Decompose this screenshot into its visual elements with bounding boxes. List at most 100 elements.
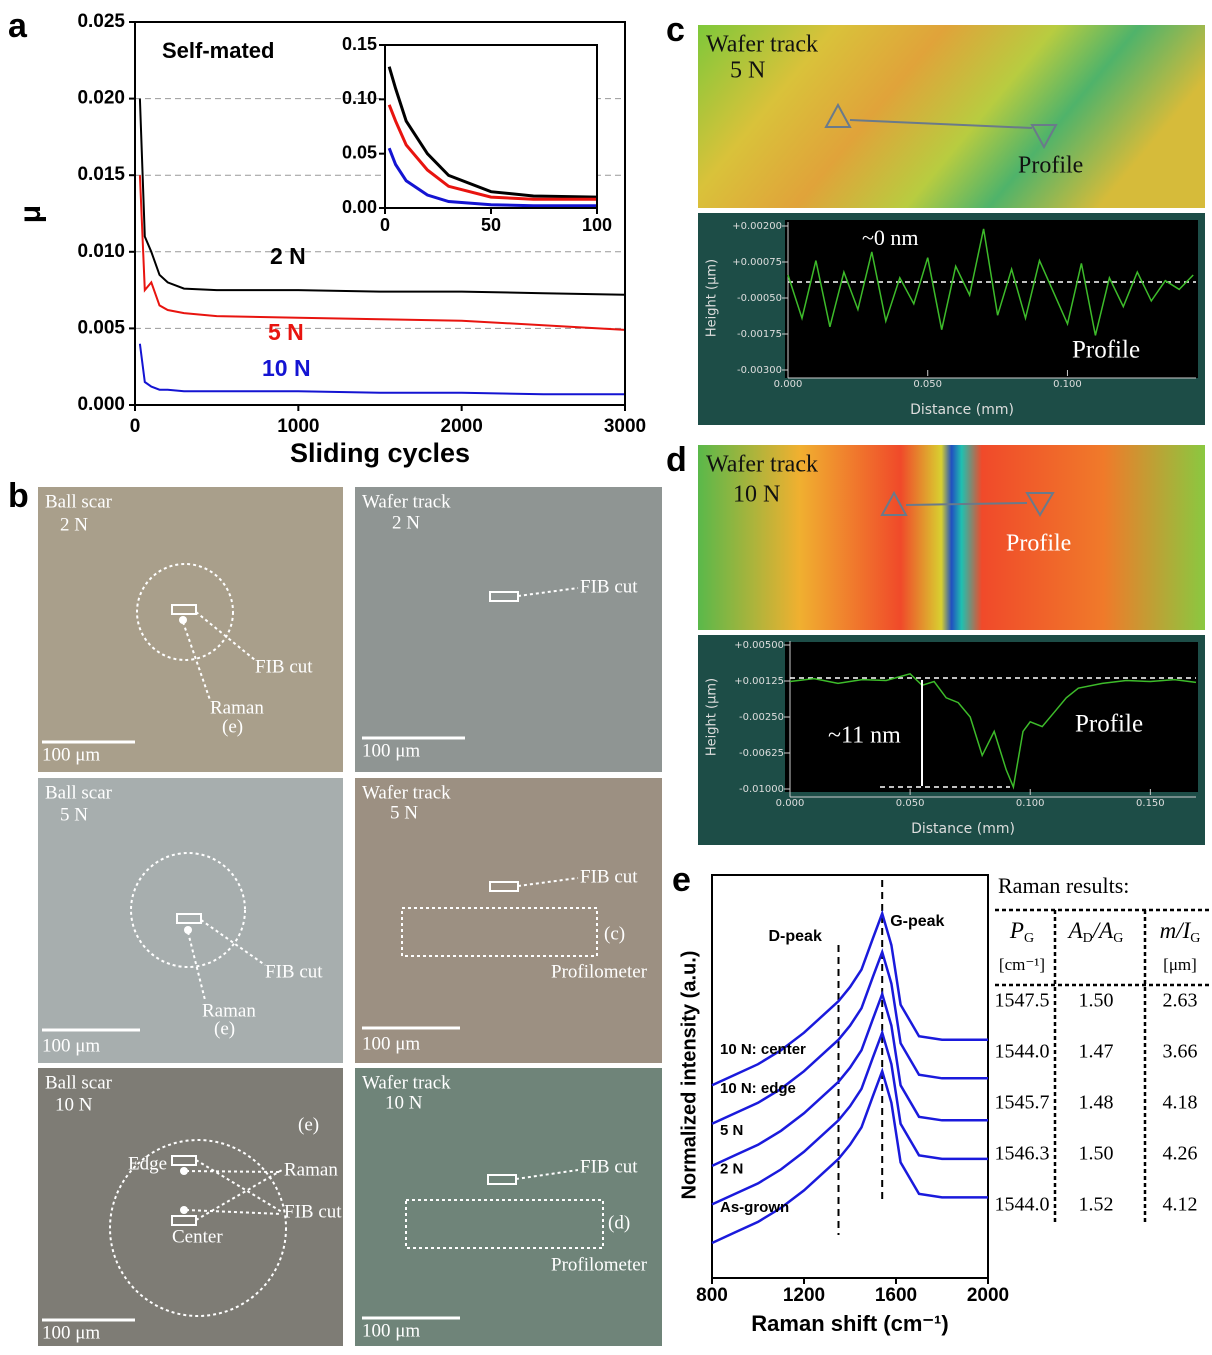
profile-line <box>789 672 1197 790</box>
panel-label: a <box>8 7 28 45</box>
x-tick-label: 0.050 <box>896 798 925 809</box>
panel-label: e <box>672 861 691 899</box>
y-tick-label: 0.020 <box>77 88 125 109</box>
tile-label: Raman <box>202 1000 256 1021</box>
y-tick-label: 0.10 <box>342 88 377 108</box>
table-cell: 1547.5 <box>995 990 1050 1012</box>
fib-marker <box>489 591 519 602</box>
tile-label: Profilometer <box>551 1254 648 1275</box>
x-tick-label: 0 <box>380 215 390 235</box>
annotation: ~11 nm <box>828 723 901 749</box>
table-header: PG <box>1009 918 1034 946</box>
annotation: ~0 nm <box>862 225 919 250</box>
x-tick-label: 0.000 <box>776 798 805 809</box>
tile-title: Ball scar <box>45 1072 113 1093</box>
series-label: 2 N <box>720 1160 743 1177</box>
friction-curve <box>138 343 625 396</box>
inset-curve <box>387 147 597 208</box>
x-axis-label: Distance (mm) <box>911 821 1015 837</box>
table-cell: 4.26 <box>1163 1143 1198 1165</box>
series-label: 2 N <box>270 243 306 269</box>
profile-path <box>880 490 1055 517</box>
header-part: /A <box>1091 918 1114 943</box>
header-part: P <box>1009 918 1024 943</box>
tile-label: Raman <box>284 1159 338 1180</box>
tile-load: 5 N <box>390 802 418 823</box>
spectrum <box>711 990 988 1168</box>
y-tick-label: +0.00075 <box>732 257 782 268</box>
raman-spot <box>184 926 192 934</box>
tile-title: Ball scar <box>45 782 113 803</box>
subscript: G <box>1024 931 1034 946</box>
image-load: 5 N <box>730 58 765 84</box>
y-axis-label: Height (µm) <box>705 259 720 337</box>
x-tick-label: 50 <box>481 215 501 235</box>
raman-spot <box>180 1167 188 1175</box>
leader <box>515 1169 579 1180</box>
tile-label: FIB cut <box>580 1156 638 1177</box>
x-tick-label: 1600 <box>875 1285 917 1306</box>
inset-curve <box>387 66 598 199</box>
series-label: 10 N: edge <box>720 1080 796 1097</box>
micrograph <box>38 1068 343 1346</box>
tile-load: 10 N <box>55 1094 93 1115</box>
tile-label: (e) <box>214 1018 235 1039</box>
image-load: 10 N <box>733 482 780 508</box>
inset-frame <box>384 44 598 209</box>
tile-label: (e) <box>298 1114 319 1135</box>
x-tick-label: 800 <box>696 1285 728 1306</box>
tile-load: 5 N <box>60 804 88 825</box>
profilometer-area <box>405 1199 604 1249</box>
y-tick-label: 0.05 <box>342 142 377 162</box>
image-title: Wafer track <box>706 32 818 58</box>
series-label: 10 N <box>262 355 311 381</box>
tile-title: Wafer track <box>362 491 451 512</box>
table-cell: 1544.0 <box>995 1041 1050 1063</box>
y-axis-label: Height (µm) <box>705 678 720 756</box>
plots: 0 1000 2000 30000.0000.0050.0100.0150.0200.… <box>14 11 1212 1336</box>
spectrum <box>711 909 988 1087</box>
tile-label: (c) <box>604 923 625 944</box>
raman-spot <box>179 616 187 624</box>
friction-curve <box>138 98 626 296</box>
x-axis-label: Distance (mm) <box>910 402 1014 418</box>
peak-label: D-peak <box>769 928 822 945</box>
tile-label: FIB cut <box>580 866 638 887</box>
tile-label: FIB cut <box>265 961 323 982</box>
y-tick-label: -0.00175 <box>737 329 782 340</box>
profile-path <box>824 102 1058 150</box>
inset-curve <box>387 104 597 201</box>
y-axis-label: Normalized intensity (a.u.) <box>678 951 700 1200</box>
scale-label: 100 μm <box>362 1320 420 1341</box>
table-cell: 1545.7 <box>995 1092 1050 1114</box>
panel-label: b <box>8 477 29 515</box>
table-cell: 1.50 <box>1079 990 1114 1012</box>
tile-title: Wafer track <box>362 1072 451 1093</box>
y-tick-label: 0.025 <box>77 11 125 32</box>
table-cell: 3.66 <box>1163 1041 1198 1063</box>
leader <box>517 587 579 597</box>
fib-marker <box>176 913 202 924</box>
panel-label: c <box>666 11 685 49</box>
profile-label: Profile <box>1072 337 1140 364</box>
table-unit: [μm] <box>1163 955 1197 974</box>
plot-title: Self-mated <box>162 38 274 63</box>
x-axis-label: Sliding cycles <box>290 438 470 468</box>
x-tick-label: 100 <box>582 215 612 235</box>
map-image <box>698 445 1205 630</box>
micrograph <box>38 487 343 772</box>
scar-outline <box>130 852 246 968</box>
tile-label: (d) <box>608 1212 630 1233</box>
subscript: G <box>1113 931 1123 946</box>
profile-plot <box>785 642 1198 792</box>
micrograph-grid: Ball scar 2 N FIB cut Raman (e) 100 μm W… <box>38 487 662 1346</box>
x-tick-label: 1000 <box>277 416 319 437</box>
y-tick-label: 0.015 <box>77 164 125 185</box>
image-label: Profile <box>1018 153 1083 179</box>
y-tick-label: +0.00125 <box>734 676 784 687</box>
panel-label: d <box>666 441 687 479</box>
y-tick-label: 0.010 <box>77 241 125 262</box>
spectrum <box>711 1028 988 1206</box>
table-header: AD/AG <box>1067 918 1124 946</box>
